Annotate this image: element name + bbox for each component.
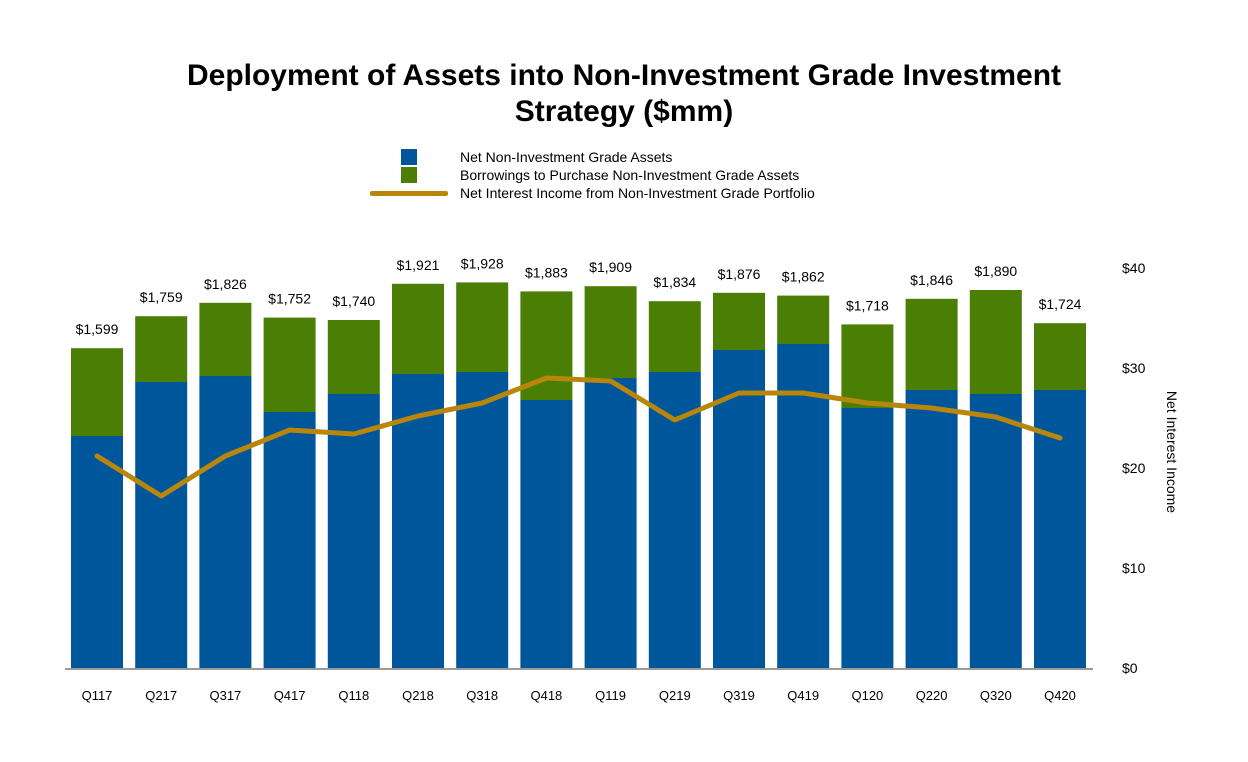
bar-net-assets-Q217	[135, 382, 188, 668]
bar-borrowings-Q417	[263, 317, 316, 412]
bar-net-assets-Q318	[456, 372, 509, 668]
bar-net-assets-Q319	[713, 350, 765, 668]
x-tick-label-Q119: Q119	[595, 688, 626, 703]
y2-tick-label-30: $30	[1122, 360, 1146, 376]
bar-borrowings-Q320	[969, 290, 1022, 394]
chart-title: Deployment of Assets into Non-Investment…	[186, 59, 1062, 128]
y2-tick-label-0: $0	[1122, 660, 1138, 676]
total-label-Q419: $1,862	[782, 269, 825, 285]
bar-net-assets-Q220	[905, 390, 958, 668]
bar-borrowings-Q118	[327, 320, 380, 394]
bar-net-assets-Q219	[648, 372, 701, 668]
total-label-Q318: $1,928	[461, 255, 504, 271]
bar-borrowings-Q419	[777, 295, 830, 344]
x-tick-label-Q219: Q219	[659, 688, 691, 703]
legend-label-borrowings: Borrowings to Purchase Non-Investment Gr…	[460, 167, 800, 183]
bar-borrowings-Q318	[456, 282, 509, 372]
bar-borrowings-Q120	[841, 324, 894, 408]
bar-net-assets-Q119	[584, 378, 637, 668]
x-tick-label-Q318: Q318	[466, 688, 498, 703]
total-label-Q219: $1,834	[653, 274, 696, 290]
total-label-Q317: $1,826	[204, 276, 247, 292]
legend-label-net-assets: Net Non-Investment Grade Assets	[460, 149, 673, 165]
bar-borrowings-Q317	[199, 302, 252, 376]
total-label-Q420: $1,724	[1039, 296, 1082, 312]
x-tick-label-Q317: Q317	[209, 688, 241, 703]
y2-tick-label-10: $10	[1122, 560, 1146, 576]
x-tick-label-Q217: Q217	[145, 688, 177, 703]
x-tick-label-Q120: Q120	[851, 688, 883, 703]
line-net-interest	[94, 375, 1063, 499]
bar-borrowings-Q117	[71, 348, 123, 436]
bar-net-assets-Q118	[327, 394, 380, 668]
bar-net-assets-Q120	[841, 408, 894, 668]
y2-tick-label-40: $40	[1122, 260, 1146, 276]
bar-net-assets-Q117	[71, 436, 123, 668]
bar-borrowings-Q218	[392, 283, 444, 374]
bar-borrowings-Q217	[135, 316, 188, 382]
total-label-Q320: $1,890	[974, 263, 1017, 279]
legend-swatch-borrowings	[401, 167, 417, 183]
total-label-Q417: $1,752	[268, 291, 311, 307]
bar-borrowings-Q420	[1034, 323, 1086, 390]
bar-net-assets-Q320	[969, 394, 1022, 668]
total-label-Q218: $1,921	[397, 257, 440, 273]
y2-axis-title: Net Interest Income	[1164, 391, 1180, 513]
bar-borrowings-Q319	[713, 292, 765, 350]
bar-borrowings-Q418	[520, 291, 573, 400]
x-tick-label-Q319: Q319	[723, 688, 755, 703]
x-tick-label-Q118: Q118	[338, 688, 369, 703]
x-tick-label-Q117: Q117	[82, 688, 113, 703]
bar-borrowings-Q220	[905, 298, 958, 390]
legend-line-net-interest	[370, 191, 448, 196]
total-label-Q418: $1,883	[525, 264, 568, 280]
total-label-Q118: $1,740	[332, 293, 375, 309]
x-tick-label-Q419: Q419	[787, 688, 819, 703]
bar-net-assets-Q418	[520, 400, 573, 668]
x-tick-label-Q218: Q218	[402, 688, 434, 703]
legend-label-net-interest: Net Interest Income from Non-Investment …	[460, 185, 815, 201]
legend-swatch-net-assets	[401, 149, 417, 165]
x-tick-label-Q418: Q418	[530, 688, 562, 703]
bar-net-assets-Q317	[199, 376, 252, 668]
total-label-Q120: $1,718	[846, 297, 889, 313]
y2-tick-label-20: $20	[1122, 460, 1146, 476]
x-tick-label-Q420: Q420	[1044, 688, 1076, 703]
total-label-Q117: $1,599	[76, 321, 119, 337]
total-label-Q217: $1,759	[140, 289, 183, 305]
bar-borrowings-Q219	[648, 301, 701, 372]
bar-borrowings-Q119	[584, 286, 637, 378]
bar-net-assets-Q417	[263, 412, 316, 668]
total-label-Q319: $1,876	[718, 266, 761, 282]
total-label-Q220: $1,846	[910, 272, 953, 288]
total-label-Q119: $1,909	[589, 259, 632, 275]
x-tick-label-Q320: Q320	[980, 688, 1012, 703]
x-tick-label-Q417: Q417	[274, 688, 306, 703]
x-tick-label-Q220: Q220	[916, 688, 948, 703]
